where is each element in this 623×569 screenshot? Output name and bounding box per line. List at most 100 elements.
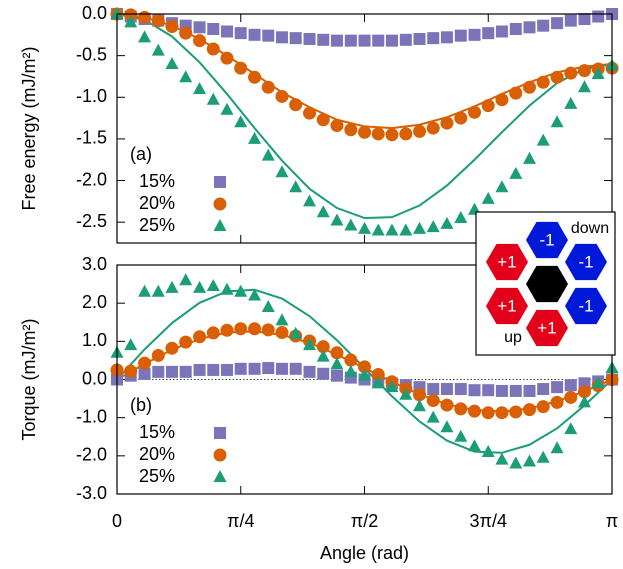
data-point	[248, 288, 262, 301]
data-point	[440, 383, 453, 396]
data-point	[344, 34, 357, 47]
data-point	[399, 33, 412, 46]
data-point	[509, 166, 523, 179]
data-point	[165, 19, 179, 33]
data-point	[536, 400, 550, 414]
y-tick-label: -2.0	[76, 445, 107, 465]
y-tick-label: -1.0	[76, 406, 107, 426]
legend-marker	[213, 219, 227, 231]
panel-label: (a)	[130, 144, 152, 164]
data-point	[399, 127, 413, 141]
data-point	[151, 348, 165, 362]
data-point	[550, 395, 564, 409]
data-point	[551, 17, 564, 30]
data-point	[138, 10, 152, 24]
data-point	[413, 388, 427, 402]
data-point	[537, 19, 550, 32]
plot-frame	[116, 264, 613, 495]
data-point	[564, 379, 577, 392]
data-point	[289, 326, 303, 339]
data-point	[372, 34, 385, 47]
hexagon	[486, 243, 528, 281]
legend-label: 15%	[139, 171, 175, 191]
data-point	[358, 368, 372, 381]
data-point	[564, 14, 577, 27]
data-point	[440, 398, 454, 412]
hexagon	[565, 287, 607, 325]
hexagon	[526, 265, 568, 303]
data-point	[206, 326, 220, 340]
data-point	[551, 381, 564, 394]
data-point	[330, 34, 343, 47]
data-point	[426, 393, 440, 407]
data-point	[495, 384, 508, 397]
data-point	[481, 406, 495, 420]
data-point	[179, 26, 193, 40]
y-tick-label: 2.0	[82, 292, 107, 312]
data-point	[248, 362, 261, 375]
data-point	[317, 367, 330, 380]
legend-marker	[214, 176, 226, 188]
y-tick-label: 0.0	[82, 3, 107, 23]
data-point	[193, 21, 206, 34]
hexagon-label: +1	[537, 318, 556, 337]
data-point	[509, 86, 523, 100]
data-point	[220, 25, 233, 38]
x-tick-label: π/4	[227, 511, 254, 531]
data-point	[261, 323, 275, 337]
data-point	[234, 362, 247, 375]
data-point	[550, 115, 564, 128]
legend-label: 25%	[139, 215, 175, 235]
data-point	[591, 66, 605, 79]
data-point	[523, 454, 537, 467]
data-point	[454, 29, 467, 42]
data-point	[275, 165, 289, 178]
data-point	[165, 56, 179, 69]
data-point	[495, 93, 509, 107]
x-tick-label: 0	[112, 511, 122, 531]
data-point	[550, 441, 564, 454]
legend-marker	[213, 197, 227, 211]
hexagon	[565, 243, 607, 281]
data-point	[468, 384, 481, 397]
data-point	[138, 30, 152, 43]
data-point	[317, 33, 330, 46]
y-tick-label: -0.5	[76, 44, 107, 64]
data-point	[523, 403, 537, 417]
legend-label: 20%	[139, 444, 175, 464]
legend-marker	[214, 427, 226, 439]
data-point	[193, 81, 207, 94]
data-point	[248, 28, 261, 41]
data-point	[330, 119, 344, 133]
data-point	[440, 420, 454, 433]
data-point	[509, 384, 522, 397]
data-point	[220, 323, 234, 337]
data-point	[371, 127, 385, 141]
y-tick-label: 3.0	[82, 254, 107, 274]
y-tick-label: -3.0	[76, 483, 107, 503]
data-point	[316, 113, 330, 127]
data-point	[206, 92, 220, 105]
data-point	[220, 51, 234, 65]
data-point	[248, 70, 262, 84]
data-point	[536, 450, 550, 463]
data-point	[468, 404, 482, 418]
data-point	[592, 10, 605, 23]
y-tick-label: -2.5	[76, 211, 107, 231]
data-point	[385, 380, 399, 393]
data-point	[193, 363, 206, 376]
data-point	[495, 406, 509, 420]
hexagon	[526, 309, 568, 347]
legend-label: 20%	[139, 193, 175, 213]
data-point	[261, 299, 275, 312]
hexagon-label: +1	[497, 296, 516, 315]
data-point	[330, 213, 344, 226]
data-point	[220, 282, 234, 295]
data-point	[275, 313, 289, 326]
data-point	[262, 362, 275, 375]
data-point	[385, 223, 399, 236]
data-point	[482, 384, 495, 397]
data-point	[550, 70, 564, 84]
data-point	[248, 131, 262, 144]
data-point	[220, 102, 234, 115]
